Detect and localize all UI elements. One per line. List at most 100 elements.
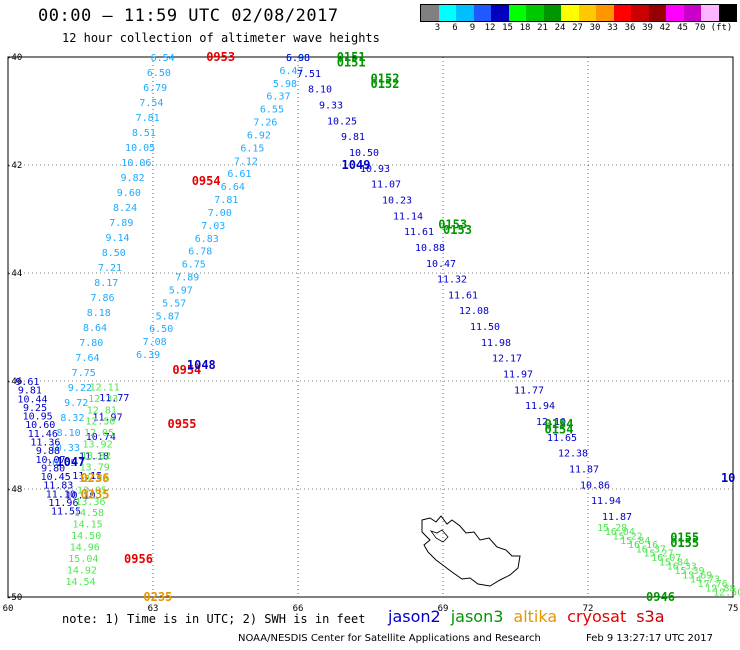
swh-value-label: 12.81 (87, 405, 117, 416)
swh-value-label: 10.25 (327, 116, 357, 127)
swh-value-label: 11.07 (371, 180, 401, 191)
swh-value-label: 5.57 (162, 298, 186, 309)
swh-value-label: 10.47 (426, 259, 456, 270)
swh-value-label: 8.17 (94, 278, 118, 289)
swh-value-label: 10.95 (23, 412, 53, 423)
color-scale-swatch (421, 5, 439, 21)
color-scale-swatch (508, 5, 526, 21)
pass-time-label: 0953 (206, 50, 235, 64)
pass-time-label: 0155 (670, 536, 699, 550)
swh-value-label: 6.50 (149, 324, 173, 335)
legend-entry-jason2: jason2 (388, 607, 441, 626)
pass-time-label: 0151 (337, 55, 366, 69)
y-tick-label: -40 (6, 53, 22, 63)
swh-value-label: 10.65 (46, 458, 76, 469)
swh-value-label: 12.98 (78, 474, 108, 485)
swh-value-label: 8.24 (113, 203, 137, 214)
swh-value-label: 12.08 (459, 306, 489, 317)
swh-value-label: 7.21 (98, 263, 122, 274)
swh-value-label: 9.60 (117, 188, 141, 199)
swh-value-label: 14.58 (74, 508, 104, 519)
color-scale-label: 39 (642, 23, 653, 33)
swh-value-label: 9.80 (41, 463, 65, 474)
swh-value-label: 12.05 (84, 428, 114, 439)
swh-value-label: 8.32 (60, 413, 84, 424)
color-scale-label: 33 (607, 23, 618, 33)
swh-value-label: 7.86 (90, 293, 114, 304)
color-scale-swatch (613, 5, 631, 21)
color-scale-swatch (491, 5, 509, 21)
swh-value-label: 11.14 (393, 211, 423, 222)
swh-value-label: 16.33 (667, 562, 697, 573)
swh-value-label: 10.10 (65, 490, 95, 501)
color-scale-swatch (438, 5, 456, 21)
swh-value-label: 7.81 (136, 113, 160, 124)
swh-value-label: 15.28 (597, 523, 627, 534)
color-scale-label: 30 (589, 23, 601, 33)
swh-value-label: 11.55 (51, 507, 81, 518)
swh-value-label: 9.81 (341, 132, 365, 143)
color-scale-label: 9 (469, 23, 476, 33)
pass-time-label: 0151 (337, 50, 366, 64)
swh-value-label: 8.10 (308, 85, 332, 96)
swh-value-label: 10.05 (125, 143, 155, 154)
swh-value-label: 8.10 (57, 428, 81, 439)
swh-value-label: 13.79 (80, 462, 110, 473)
color-scale-swatch (543, 5, 561, 21)
color-scale-label: 24 (554, 23, 566, 33)
swh-value-label: 15.27 (644, 549, 674, 560)
swh-value-label: 15.22 (613, 531, 643, 542)
swh-value-label: 12.50 (713, 588, 740, 599)
swh-value-label: 6.55 (260, 105, 284, 116)
swh-value-label: 12.88 (705, 583, 735, 594)
pass-time-label: 0954 (192, 174, 221, 188)
color-scale-label: 36 (624, 23, 636, 33)
color-scale-label: 15 (502, 23, 513, 33)
color-scale-bar (420, 4, 737, 22)
swh-value-label: 10.07 (35, 455, 65, 466)
swh-value-label: 5.98 (273, 79, 297, 90)
color-scale-swatch (561, 5, 579, 21)
swh-value-label: 6.98 (286, 53, 310, 64)
pass-time-label: 0154 (545, 417, 574, 431)
pass-time-label: 1049 (342, 158, 371, 172)
swh-value-label: 7.75 (72, 368, 96, 379)
swh-value-label: 5.66 (286, 53, 310, 64)
swh-value-label: 9.22 (68, 383, 92, 394)
color-scale-swatch (526, 5, 544, 21)
island-coastline (421, 515, 521, 587)
x-tick-label: 63 (148, 604, 159, 614)
swh-value-label: 14.73 (690, 575, 720, 586)
swh-value-label: 11.98 (481, 338, 511, 349)
swh-value-label: 12.33 (88, 394, 118, 405)
swh-value-label: 9.14 (106, 233, 130, 244)
pass-time-label: 0955 (168, 417, 197, 431)
swh-value-label: 6.92 (247, 130, 271, 141)
swh-value-label: 9.25 (23, 403, 47, 414)
pass-time-label: 0956 (124, 552, 153, 566)
swh-value-label: 12.50 (85, 417, 115, 428)
swh-value-label: 15.84 (620, 536, 650, 547)
color-scale-swatch (578, 5, 596, 21)
swh-value-label: 6.39 (136, 350, 160, 361)
x-tick-label: 66 (293, 604, 304, 614)
color-scale-swatch (631, 5, 649, 21)
swh-value-label: 10.45 (41, 472, 71, 483)
swh-value-label: 11.46 (28, 429, 58, 440)
color-scale-label: 70 (694, 23, 706, 33)
swh-value-label: 9.88 (36, 446, 60, 457)
swh-value-label: 14.50 (71, 531, 101, 542)
color-scale-swatch (718, 5, 736, 21)
swh-value-label: 7.26 (253, 118, 277, 129)
swh-value-label: 13.05 (77, 485, 107, 496)
pass-time-label: 0235 (143, 590, 172, 604)
swh-value-label: 11.10 (46, 489, 76, 500)
pass-time-label: 10 (721, 471, 735, 485)
legend-entry-altika: altika (513, 607, 558, 626)
pass-time-label: 0153 (443, 223, 472, 237)
swh-value-label: 9.72 (64, 398, 88, 409)
color-scale-swatch (456, 5, 474, 21)
x-tick-label: 60 (3, 604, 14, 614)
swh-value-label: 15.39 (674, 566, 704, 577)
color-scale-label: 18 (519, 23, 531, 33)
